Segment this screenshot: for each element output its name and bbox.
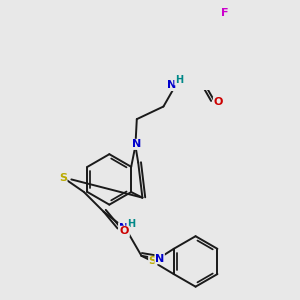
Text: S: S bbox=[59, 173, 67, 183]
Text: N: N bbox=[118, 223, 128, 233]
Text: S: S bbox=[149, 256, 157, 266]
Text: H: H bbox=[175, 75, 183, 85]
Text: O: O bbox=[213, 97, 223, 107]
Text: N: N bbox=[167, 80, 176, 91]
Text: F: F bbox=[221, 8, 229, 18]
Text: N: N bbox=[155, 254, 164, 264]
Text: N: N bbox=[132, 140, 141, 149]
Text: H: H bbox=[127, 219, 135, 229]
Text: O: O bbox=[120, 226, 129, 236]
